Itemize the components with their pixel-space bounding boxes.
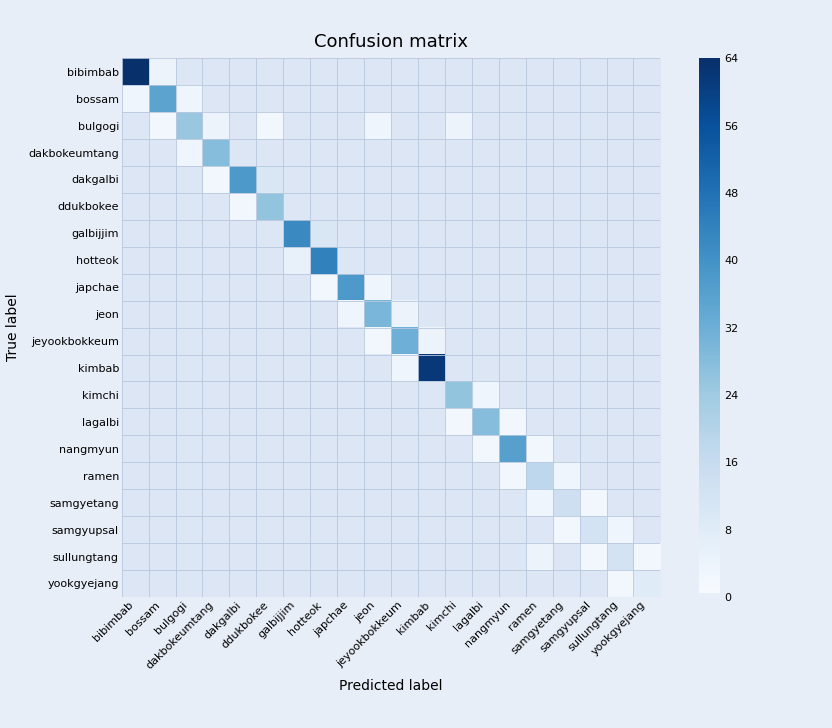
- Title: Confusion matrix: Confusion matrix: [314, 33, 468, 51]
- Y-axis label: True label: True label: [6, 294, 20, 361]
- X-axis label: Predicted label: Predicted label: [339, 679, 443, 693]
